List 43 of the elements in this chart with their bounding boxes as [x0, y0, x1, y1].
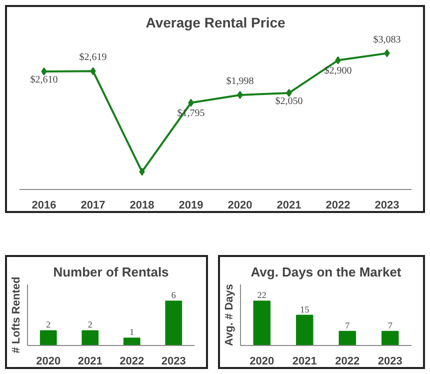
x-tick-label: 2022 — [335, 356, 360, 368]
y-axis-title: # Lofts Rented — [10, 276, 22, 354]
data-label: 6 — [171, 290, 176, 300]
data-label: $3,083 — [373, 34, 401, 46]
point — [41, 67, 47, 76]
point — [335, 56, 341, 64]
data-label: $2,050 — [275, 96, 303, 107]
x-tick-label: 2021 — [292, 356, 317, 368]
data-label: 7 — [345, 320, 350, 330]
data-label: 15 — [300, 304, 310, 314]
data-label: $2,619 — [79, 52, 107, 64]
x-tick-label: 2020 — [228, 200, 252, 212]
x-tick-label: 2023 — [161, 356, 186, 368]
point — [237, 90, 243, 99]
data-label: $2,610 — [30, 74, 58, 86]
x-tick-label: 2020 — [36, 356, 61, 368]
point — [286, 88, 292, 97]
x-tick-label: 2022 — [326, 200, 350, 212]
x-tick-label: 2020 — [250, 356, 274, 368]
x-tick-label: 2017 — [80, 200, 106, 212]
chart-title: Avg. Days on the Market — [250, 264, 402, 280]
x-tick-label: 2022 — [120, 356, 144, 368]
data-label: 22 — [257, 290, 266, 300]
y-axis-title: Avg. # Days — [224, 284, 236, 346]
x-tick-label: 2021 — [78, 356, 102, 368]
x-tick-label: 2023 — [378, 356, 402, 368]
x-tick-label: 2019 — [178, 200, 204, 212]
point — [384, 49, 390, 58]
data-label: $1,998 — [226, 76, 254, 87]
data-label: 2 — [88, 320, 92, 330]
x-tick-label: 2023 — [374, 200, 400, 212]
point — [139, 168, 145, 176]
x-tick-label: 2016 — [32, 200, 56, 212]
chart-title: Average Rental Price — [146, 14, 286, 30]
data-label: $2,900 — [324, 65, 352, 76]
data-label: 1 — [130, 327, 134, 338]
chart-title: Number of Rentals — [53, 264, 169, 280]
point — [90, 67, 96, 76]
data-label: 7 — [388, 320, 393, 330]
x-tick-label: 2018 — [130, 200, 154, 212]
point — [188, 98, 194, 107]
x-tick-label: 2021 — [276, 200, 302, 212]
data-label: 2 — [46, 320, 51, 330]
